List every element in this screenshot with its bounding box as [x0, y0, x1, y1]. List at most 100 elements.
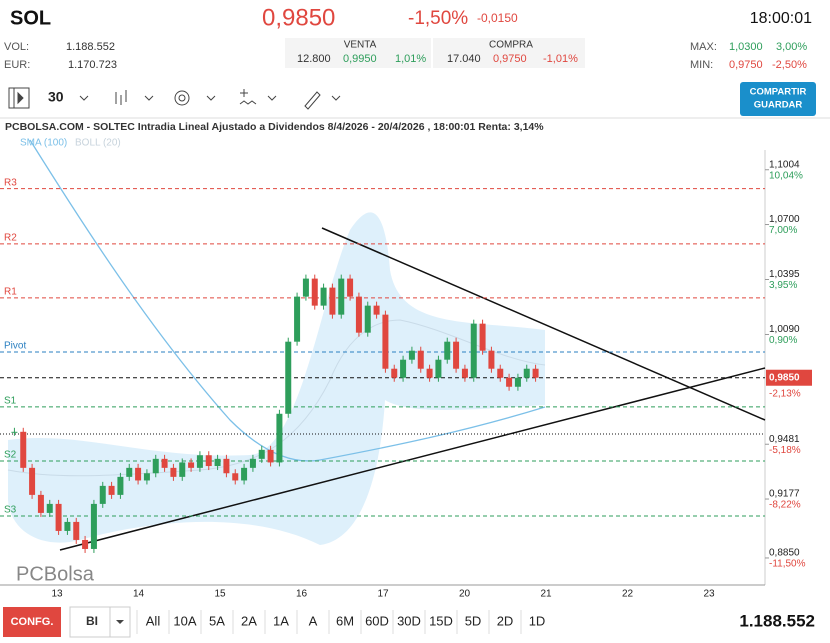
eur: 1.170.723: [68, 59, 117, 71]
candle: [196, 455, 203, 468]
change: -0,0150: [477, 11, 518, 25]
candle: [408, 350, 415, 360]
config-label: CONFG.: [11, 616, 54, 628]
candle: [37, 494, 44, 513]
trend-line: [321, 227, 766, 421]
x-tick-label: 17: [377, 589, 389, 600]
candle: [470, 323, 477, 378]
button-text: GUARDAR: [754, 100, 803, 111]
min: 0,9750: [729, 59, 763, 71]
compra-pct: -1,01%: [543, 53, 578, 65]
candle: [355, 296, 362, 333]
candle: [82, 539, 89, 549]
x-tick-label: 16: [296, 589, 308, 600]
y-tick-pct: -11,50%: [769, 559, 806, 570]
period-button[interactable]: 15D: [429, 613, 453, 628]
vol: 1.188.552: [66, 41, 115, 53]
draw-icon[interactable]: [304, 91, 321, 110]
y-tick-pct: 7,00%: [769, 225, 797, 236]
level-label: S2: [4, 450, 17, 461]
dropdown[interactable]: [79, 95, 89, 101]
price: 0,9850: [262, 4, 335, 31]
period-button[interactable]: 2A: [241, 613, 257, 628]
candle: [90, 503, 97, 549]
candle: [11, 431, 18, 433]
candle: [364, 305, 371, 333]
min-pct: -2,50%: [772, 59, 807, 71]
candle: [294, 296, 301, 342]
chart-type-icon[interactable]: [115, 90, 127, 105]
candle: [126, 467, 133, 477]
period-button[interactable]: 5D: [465, 613, 482, 628]
candle: [46, 503, 53, 513]
candle: [152, 458, 159, 474]
candle: [249, 458, 256, 468]
candle: [214, 458, 221, 467]
plot: [0, 139, 766, 553]
candle: [382, 314, 389, 369]
candle: [453, 341, 460, 369]
period-button[interactable]: All: [146, 613, 161, 628]
legend-boll: BOLL (20): [75, 138, 121, 149]
period-button[interactable]: 6M: [336, 613, 354, 628]
candle: [523, 368, 530, 378]
candle: [170, 467, 177, 477]
candle: [241, 467, 248, 481]
candle: [143, 473, 150, 481]
venta-label: VENTA: [344, 40, 377, 51]
candle: [161, 458, 168, 468]
y-tick-label: 0,9177: [769, 489, 800, 500]
candle: [506, 377, 513, 387]
candle: [488, 350, 495, 369]
dropdown: [116, 620, 124, 624]
candle: [205, 455, 212, 467]
indicator-icon[interactable]: [239, 89, 257, 105]
candle: [391, 368, 398, 378]
period-button[interactable]: 2D: [497, 613, 514, 628]
period-button[interactable]: 1D: [529, 613, 546, 628]
candle: [276, 413, 283, 463]
current-label: 0,9850: [769, 372, 800, 383]
vol-label: VOL:: [4, 41, 29, 53]
volume: 1.188.552: [739, 611, 815, 630]
legend-sma: SMA (100): [20, 138, 67, 149]
candle: [258, 449, 265, 459]
level-label: R3: [4, 177, 17, 188]
config-button[interactable]: [3, 607, 61, 637]
period-button[interactable]: 5A: [209, 613, 225, 628]
eur-label: EUR:: [4, 59, 30, 71]
y-tick-label: 1,0090: [769, 324, 800, 335]
period-button[interactable]: 10A: [173, 613, 196, 628]
candle: [532, 368, 539, 378]
level-label: S3: [4, 505, 17, 516]
candle: [117, 476, 124, 495]
venta-box: [285, 38, 431, 68]
candle: [302, 278, 309, 297]
period-button[interactable]: A: [309, 613, 318, 628]
candle: [73, 521, 80, 540]
x-tick-label: 22: [622, 589, 634, 600]
y-tick-pct: -8,22%: [769, 500, 801, 511]
candle: [55, 503, 62, 531]
candle: [232, 473, 239, 481]
panel-icon[interactable]: [8, 87, 30, 109]
period-button[interactable]: 30D: [397, 613, 421, 628]
symbol: SOL: [10, 7, 51, 29]
period-button[interactable]: 60D: [365, 613, 389, 628]
candle: [64, 521, 71, 531]
period-button[interactable]: 1A: [273, 613, 289, 628]
candle: [29, 467, 36, 495]
y-tick-label: 1,1004: [769, 159, 800, 170]
current-pct: -2,13%: [769, 388, 801, 399]
share-button[interactable]: [740, 82, 816, 116]
candle: [497, 368, 504, 378]
max-label: MAX:: [690, 41, 717, 53]
settings-icon[interactable]: [174, 90, 190, 106]
y-tick-pct: 10,04%: [769, 170, 803, 181]
y-tick-pct: -5,18%: [769, 445, 801, 456]
candle: [267, 449, 274, 463]
current-box: [766, 369, 812, 386]
interval[interactable]: 30: [48, 89, 64, 105]
candle: [329, 287, 336, 315]
